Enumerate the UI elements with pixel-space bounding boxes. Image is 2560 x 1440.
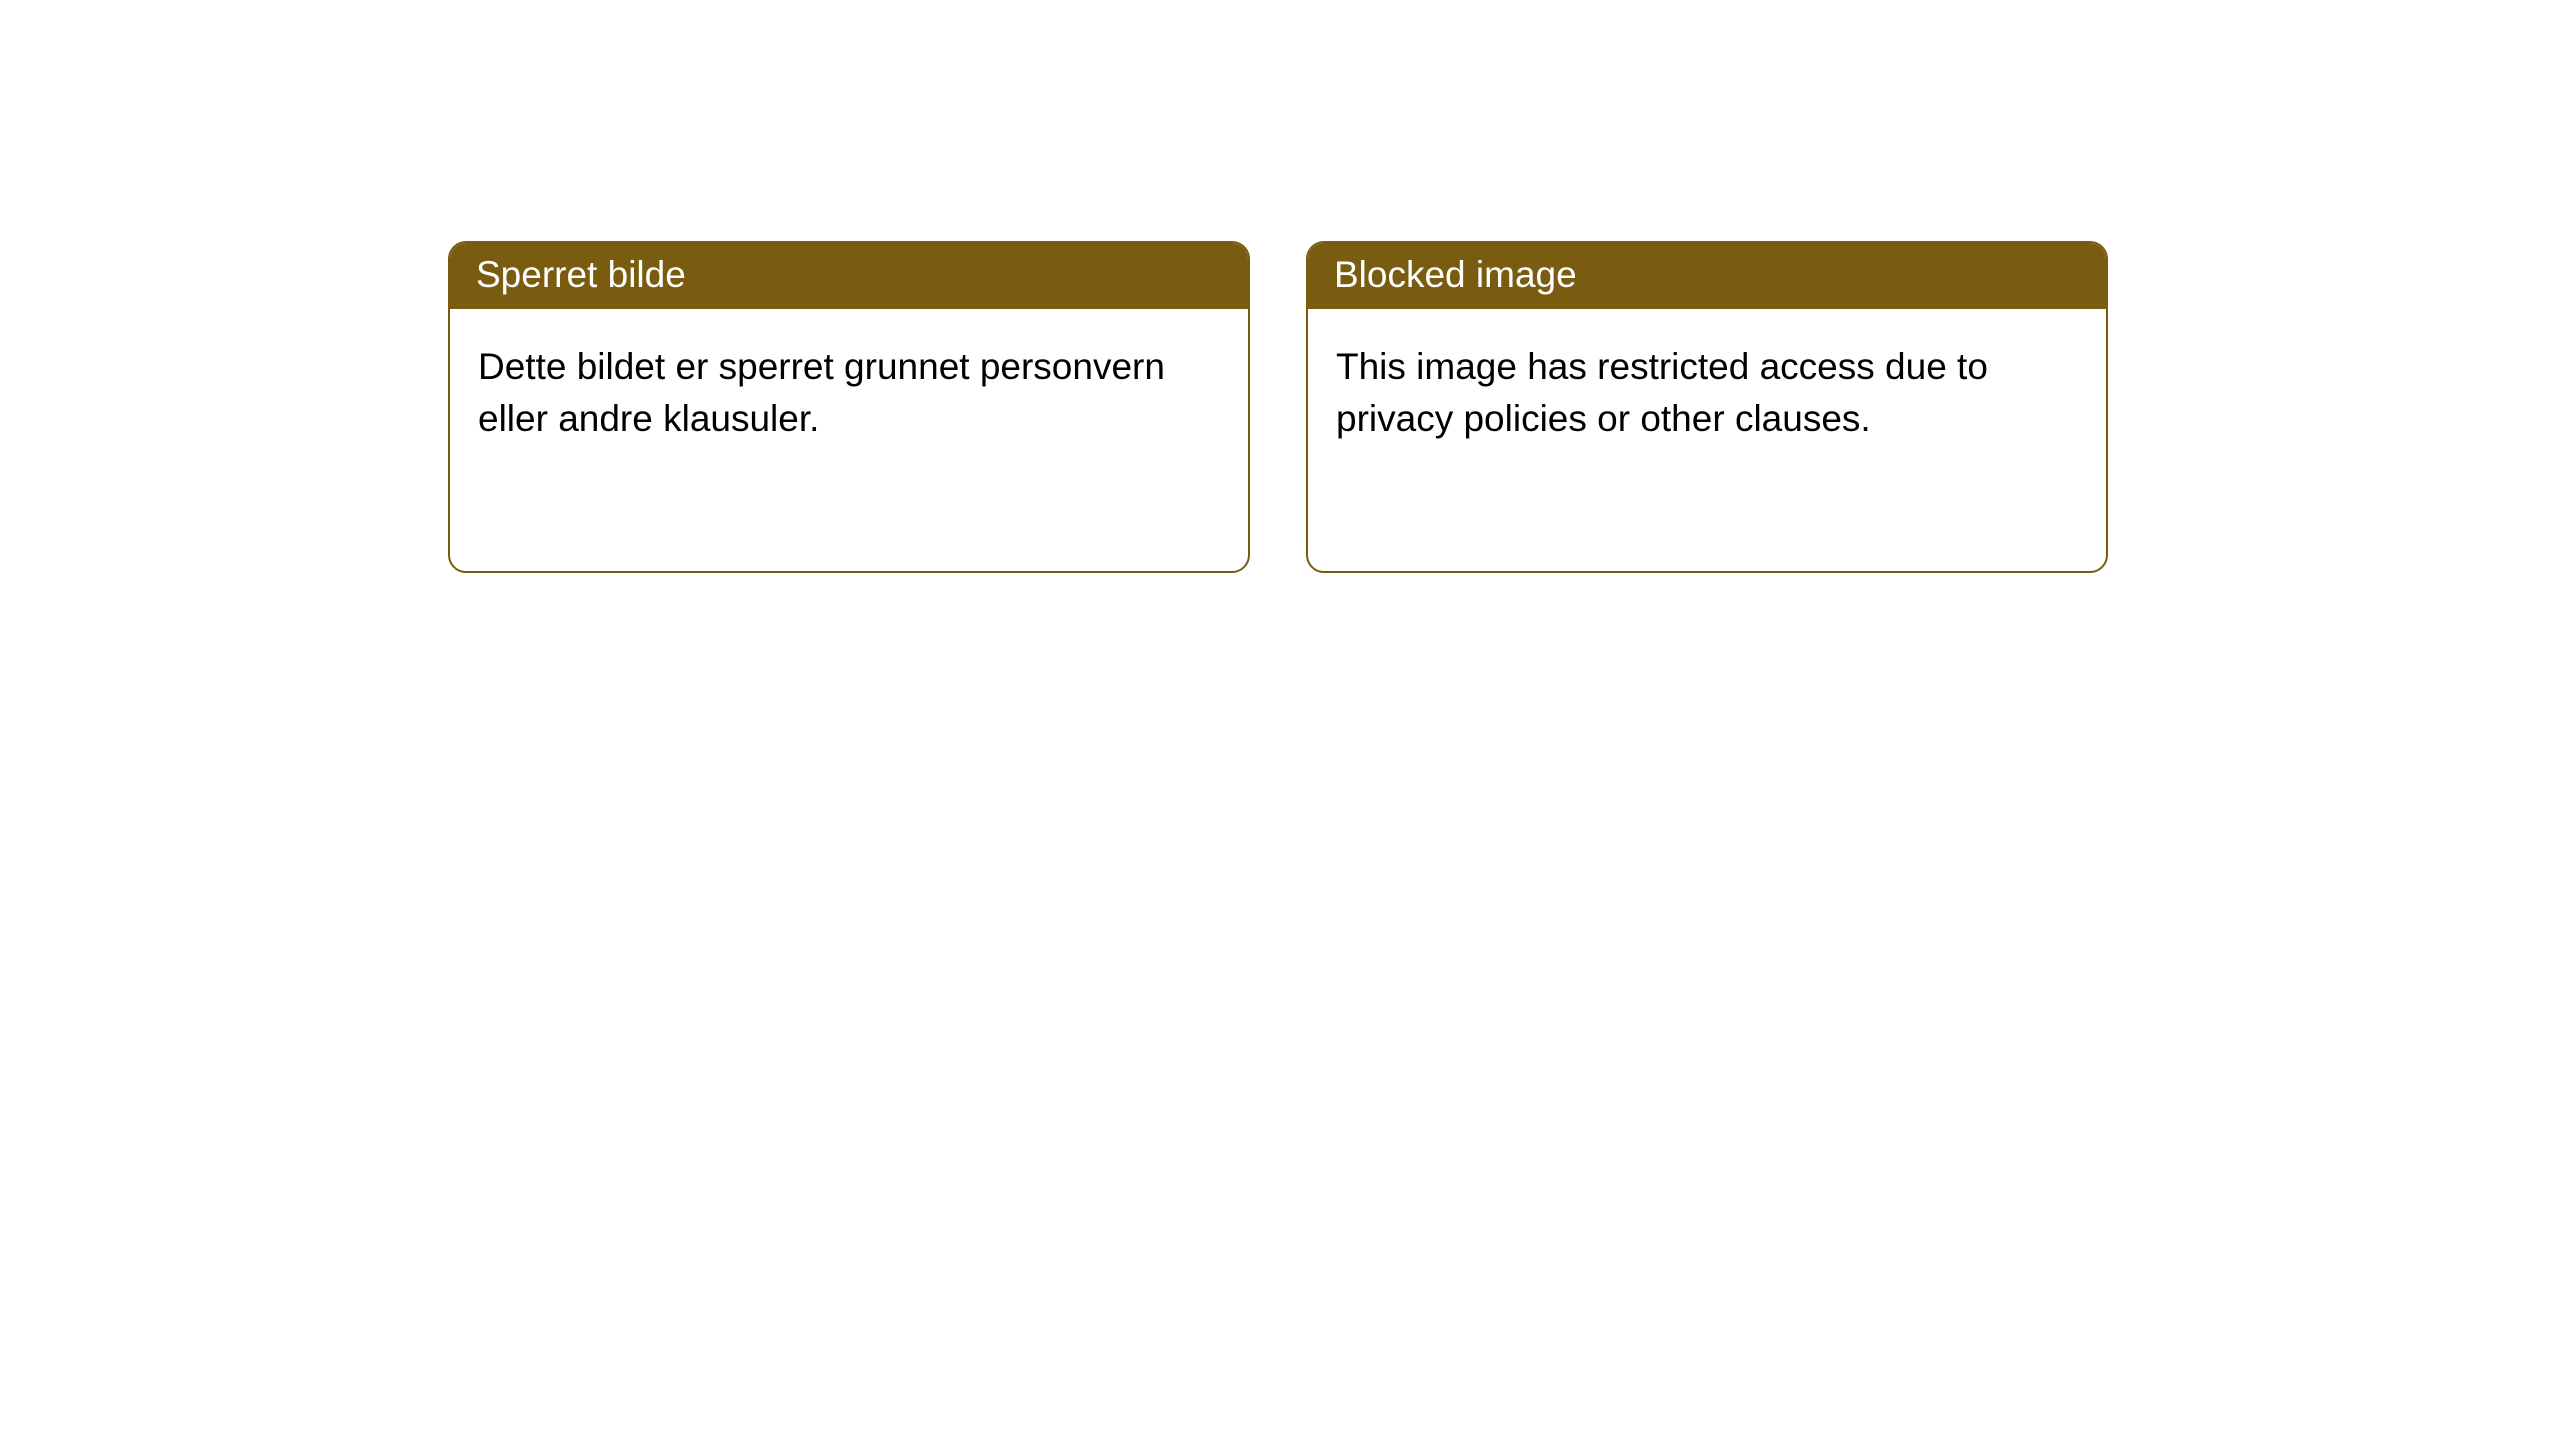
notice-body: This image has restricted access due to … (1308, 309, 2106, 477)
notice-container: Sperret bilde Dette bildet er sperret gr… (0, 0, 2560, 573)
notice-title: Sperret bilde (450, 243, 1248, 309)
notice-title: Blocked image (1308, 243, 2106, 309)
notice-body: Dette bildet er sperret grunnet personve… (450, 309, 1248, 477)
notice-box-english: Blocked image This image has restricted … (1306, 241, 2108, 573)
notice-box-norwegian: Sperret bilde Dette bildet er sperret gr… (448, 241, 1250, 573)
